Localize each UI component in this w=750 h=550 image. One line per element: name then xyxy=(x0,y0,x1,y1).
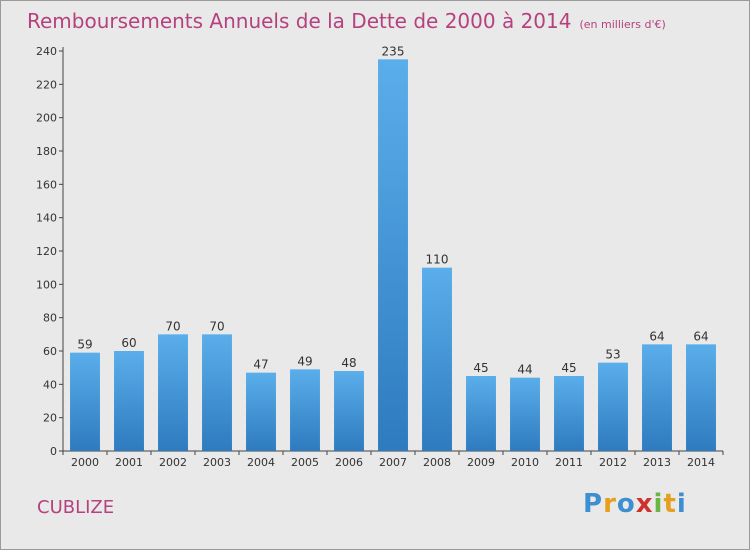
data-label-2010: 44 xyxy=(517,363,532,377)
bar-2003 xyxy=(202,334,232,451)
y-tick-label: 240 xyxy=(36,45,57,58)
data-label-2006: 48 xyxy=(341,356,356,370)
chart-title: Remboursements Annuels de la Dette de 20… xyxy=(27,9,666,33)
bar-2000 xyxy=(70,352,100,451)
y-tick-label: 140 xyxy=(36,212,57,225)
data-label-2009: 45 xyxy=(473,361,488,375)
bar-2011 xyxy=(554,376,584,451)
bars xyxy=(70,59,716,451)
proxiti-logo: Proxiti xyxy=(583,489,687,519)
y-tick-label: 120 xyxy=(36,245,57,258)
place-name: CUBLIZE xyxy=(37,497,115,518)
bar-2008 xyxy=(422,267,452,451)
bar-2012 xyxy=(598,362,628,451)
logo-letter: r xyxy=(603,489,617,519)
y-tick-label: 180 xyxy=(36,145,57,158)
data-label-2002: 70 xyxy=(165,319,180,333)
bar-2005 xyxy=(290,369,320,451)
y-tick-label: 60 xyxy=(43,345,57,358)
data-label-2000: 59 xyxy=(77,338,92,352)
y-tick-label: 220 xyxy=(36,78,57,91)
x-tick-label: 2000 xyxy=(71,456,99,469)
x-tick-label: 2008 xyxy=(423,456,451,469)
x-tick-label: 2005 xyxy=(291,456,319,469)
x-tick-label: 2013 xyxy=(643,456,671,469)
bar-2002 xyxy=(158,334,188,451)
bar-2006 xyxy=(334,371,364,451)
y-tick-label: 20 xyxy=(43,412,57,425)
x-tick-label: 2006 xyxy=(335,456,363,469)
bar-2013 xyxy=(642,344,672,451)
logo-letter: t xyxy=(663,489,677,519)
data-label-2004: 47 xyxy=(253,358,268,372)
chart-title-text: Remboursements Annuels de la Dette de 20… xyxy=(27,9,572,33)
logo-letter: o xyxy=(616,489,636,519)
x-tick-label: 2001 xyxy=(115,456,143,469)
data-labels: 59 60 70 70 47 49 48 235 110 45 44 45 53 64 64 xyxy=(77,44,708,376)
x-tick-label: 2011 xyxy=(555,456,583,469)
x-tick-label: 2003 xyxy=(203,456,231,469)
x-tick-label: 2010 xyxy=(511,456,539,469)
data-label-2013: 64 xyxy=(649,329,664,343)
data-label-2014: 64 xyxy=(693,329,708,343)
x-tick-label: 2007 xyxy=(379,456,407,469)
bar-2010 xyxy=(510,377,540,451)
x-tick-label: 2014 xyxy=(687,456,715,469)
data-label-2007: 235 xyxy=(382,44,405,58)
data-label-2008: 110 xyxy=(426,253,449,267)
y-tick-label: 200 xyxy=(36,112,57,125)
y-tick-label: 80 xyxy=(43,312,57,325)
logo-letter: i xyxy=(676,489,687,519)
y-tick-label: 160 xyxy=(36,178,57,191)
data-label-2001: 60 xyxy=(121,336,136,350)
logo-letter: x xyxy=(635,489,654,519)
data-label-2005: 49 xyxy=(297,354,312,368)
y-tick-label: 100 xyxy=(36,278,57,291)
bar-2001 xyxy=(114,351,144,451)
logo-letter: i xyxy=(653,489,664,519)
bar-2007 xyxy=(378,59,408,451)
bar-2004 xyxy=(246,372,276,451)
bar-2014 xyxy=(686,344,716,451)
data-label-2011: 45 xyxy=(561,361,576,375)
x-tick-label: 2004 xyxy=(247,456,275,469)
x-tick-label: 2009 xyxy=(467,456,495,469)
bar-2009 xyxy=(466,376,496,451)
y-tick-label: 0 xyxy=(50,445,57,458)
y-tick-label: 40 xyxy=(43,378,57,391)
x-tick-label: 2002 xyxy=(159,456,187,469)
x-tick-label: 2012 xyxy=(599,456,627,469)
chart-subtitle: (en milliers d'€) xyxy=(579,18,666,31)
logo-letter: P xyxy=(583,489,604,519)
data-label-2003: 70 xyxy=(209,319,224,333)
data-label-2012: 53 xyxy=(605,348,620,362)
